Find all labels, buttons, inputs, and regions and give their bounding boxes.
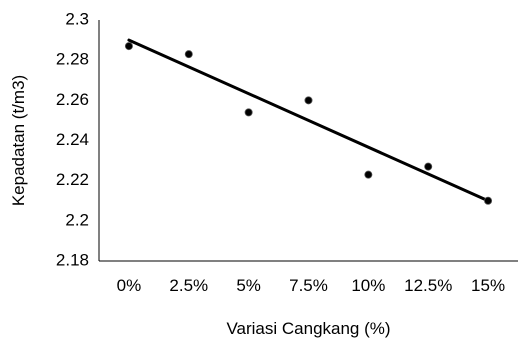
data-point xyxy=(364,170,373,179)
x-tick-label: 15% xyxy=(471,276,505,295)
x-axis-tick-labels: 0% 2.5% 5% 7.5% 10% 12.5% 15% xyxy=(117,276,505,295)
y-tick-label: 2.24 xyxy=(56,130,89,149)
y-tick-label: 2.28 xyxy=(56,50,89,69)
data-point xyxy=(244,108,253,117)
y-axis-title: Kepadatan (t/m3) xyxy=(9,75,28,206)
x-tick-label: 0% xyxy=(117,276,142,295)
data-point xyxy=(484,196,493,205)
x-axis-title: Variasi Cangkang (%) xyxy=(226,319,390,338)
y-tick-label: 2.26 xyxy=(56,90,89,109)
data-point xyxy=(184,50,193,59)
y-tick-label: 2.18 xyxy=(56,250,89,269)
trendline xyxy=(127,38,490,203)
data-points xyxy=(124,42,493,205)
y-tick-label: 2.3 xyxy=(65,9,89,28)
data-point xyxy=(424,162,433,171)
x-tick-label: 12.5% xyxy=(404,276,452,295)
y-tick-label: 2.22 xyxy=(56,170,89,189)
y-axis-tick-labels: 2.18 2.2 2.22 2.24 2.26 2.28 2.3 xyxy=(56,9,89,269)
x-tick-label: 10% xyxy=(351,276,385,295)
y-tick-label: 2.2 xyxy=(65,210,89,229)
data-point xyxy=(304,96,313,105)
x-tick-label: 5% xyxy=(236,276,261,295)
x-tick-label: 2.5% xyxy=(169,276,208,295)
data-point xyxy=(124,42,133,51)
x-tick-label: 7.5% xyxy=(289,276,328,295)
